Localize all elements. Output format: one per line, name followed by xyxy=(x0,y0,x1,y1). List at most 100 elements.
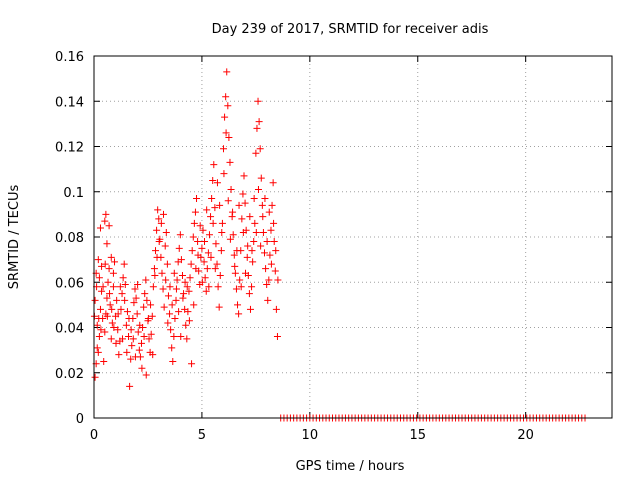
data-point xyxy=(225,133,233,141)
data-point xyxy=(93,321,101,329)
data-point xyxy=(252,149,260,157)
data-point xyxy=(259,228,267,236)
data-point xyxy=(175,308,183,316)
data-point xyxy=(132,294,140,302)
data-point xyxy=(209,219,217,227)
data-point xyxy=(246,213,254,221)
data-point xyxy=(244,242,252,250)
data-point xyxy=(128,342,136,350)
data-point xyxy=(215,303,223,311)
data-point xyxy=(188,360,196,368)
data-point xyxy=(153,253,161,261)
data-point xyxy=(210,161,218,169)
data-point xyxy=(250,238,258,246)
data-point xyxy=(202,287,210,295)
data-point xyxy=(170,269,178,277)
data-point xyxy=(152,247,160,255)
y-tick-label: 0.08 xyxy=(55,231,84,246)
grid-lines xyxy=(94,56,612,418)
data-point xyxy=(172,285,180,293)
data-point xyxy=(121,281,129,289)
data-point xyxy=(269,179,277,187)
data-point xyxy=(98,287,106,295)
data-point xyxy=(125,314,133,322)
data-point xyxy=(203,206,211,214)
data-point xyxy=(191,208,199,216)
data-point xyxy=(179,294,187,302)
data-point xyxy=(217,247,225,255)
data-point xyxy=(236,276,244,284)
data-point xyxy=(233,247,241,255)
data-point xyxy=(198,244,206,252)
data-point xyxy=(190,301,198,309)
data-point xyxy=(105,265,113,273)
y-tick-label: 0.14 xyxy=(55,95,84,110)
y-tick-label: 0.04 xyxy=(55,322,84,337)
data-point xyxy=(115,351,123,359)
data-point xyxy=(196,222,204,230)
data-point xyxy=(257,242,265,250)
x-tick-label: 20 xyxy=(517,428,534,443)
data-point xyxy=(208,195,216,203)
data-points xyxy=(90,68,589,422)
data-point xyxy=(250,195,258,203)
y-tick-label: 0.06 xyxy=(55,276,84,291)
data-point xyxy=(239,190,247,198)
data-point xyxy=(184,308,192,316)
data-point xyxy=(214,283,222,291)
data-point xyxy=(274,276,282,284)
data-point xyxy=(224,102,232,110)
data-point xyxy=(140,333,148,341)
data-point xyxy=(159,210,167,218)
data-point xyxy=(94,256,102,264)
data-point xyxy=(192,265,200,273)
data-point xyxy=(136,321,144,329)
data-point xyxy=(198,278,206,286)
data-point xyxy=(145,335,153,343)
data-point xyxy=(91,296,99,304)
data-point xyxy=(213,179,221,187)
data-point xyxy=(91,373,99,381)
data-point xyxy=(251,219,259,227)
data-point xyxy=(241,199,249,207)
data-point xyxy=(270,219,278,227)
data-point xyxy=(264,296,272,304)
x-tick-label: 15 xyxy=(409,428,426,443)
data-point xyxy=(114,326,122,334)
data-point xyxy=(237,283,245,291)
data-point xyxy=(270,238,278,246)
data-point xyxy=(147,301,155,309)
data-point xyxy=(201,238,209,246)
data-point xyxy=(229,208,237,216)
data-point xyxy=(183,335,191,343)
data-point xyxy=(178,271,186,279)
data-point xyxy=(175,244,183,252)
data-point xyxy=(248,283,256,291)
x-tick-label: 10 xyxy=(302,428,319,443)
data-point xyxy=(265,276,273,284)
data-point xyxy=(162,228,170,236)
data-point xyxy=(101,328,109,336)
data-point xyxy=(107,253,115,261)
data-point xyxy=(216,201,224,209)
data-point xyxy=(157,219,165,227)
y-tick-label: 0 xyxy=(76,412,84,427)
data-point xyxy=(207,253,215,261)
data-point xyxy=(268,201,276,209)
data-point xyxy=(110,324,118,331)
data-point xyxy=(109,269,117,277)
data-point xyxy=(103,240,111,248)
data-point xyxy=(254,185,262,193)
data-point xyxy=(100,357,108,365)
data-point xyxy=(180,290,188,298)
data-point xyxy=(194,238,202,246)
data-point xyxy=(106,301,114,309)
data-point xyxy=(101,260,109,268)
data-point xyxy=(222,93,230,101)
data-point xyxy=(135,346,143,354)
data-point xyxy=(158,269,166,277)
data-point xyxy=(252,228,260,236)
data-point xyxy=(127,326,135,334)
data-point xyxy=(149,351,157,359)
data-point xyxy=(114,310,122,318)
